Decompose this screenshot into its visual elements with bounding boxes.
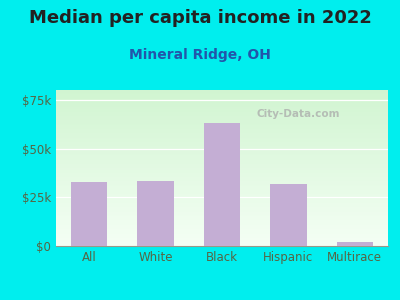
Text: Median per capita income in 2022: Median per capita income in 2022 (28, 9, 372, 27)
Bar (336, 242, 373, 246)
Text: City-Data.com: City-Data.com (257, 109, 340, 119)
Text: Mineral Ridge, OH: Mineral Ridge, OH (129, 48, 271, 62)
Bar (137, 181, 174, 246)
Bar (270, 184, 307, 246)
Bar (204, 123, 240, 246)
Bar (71, 182, 108, 246)
